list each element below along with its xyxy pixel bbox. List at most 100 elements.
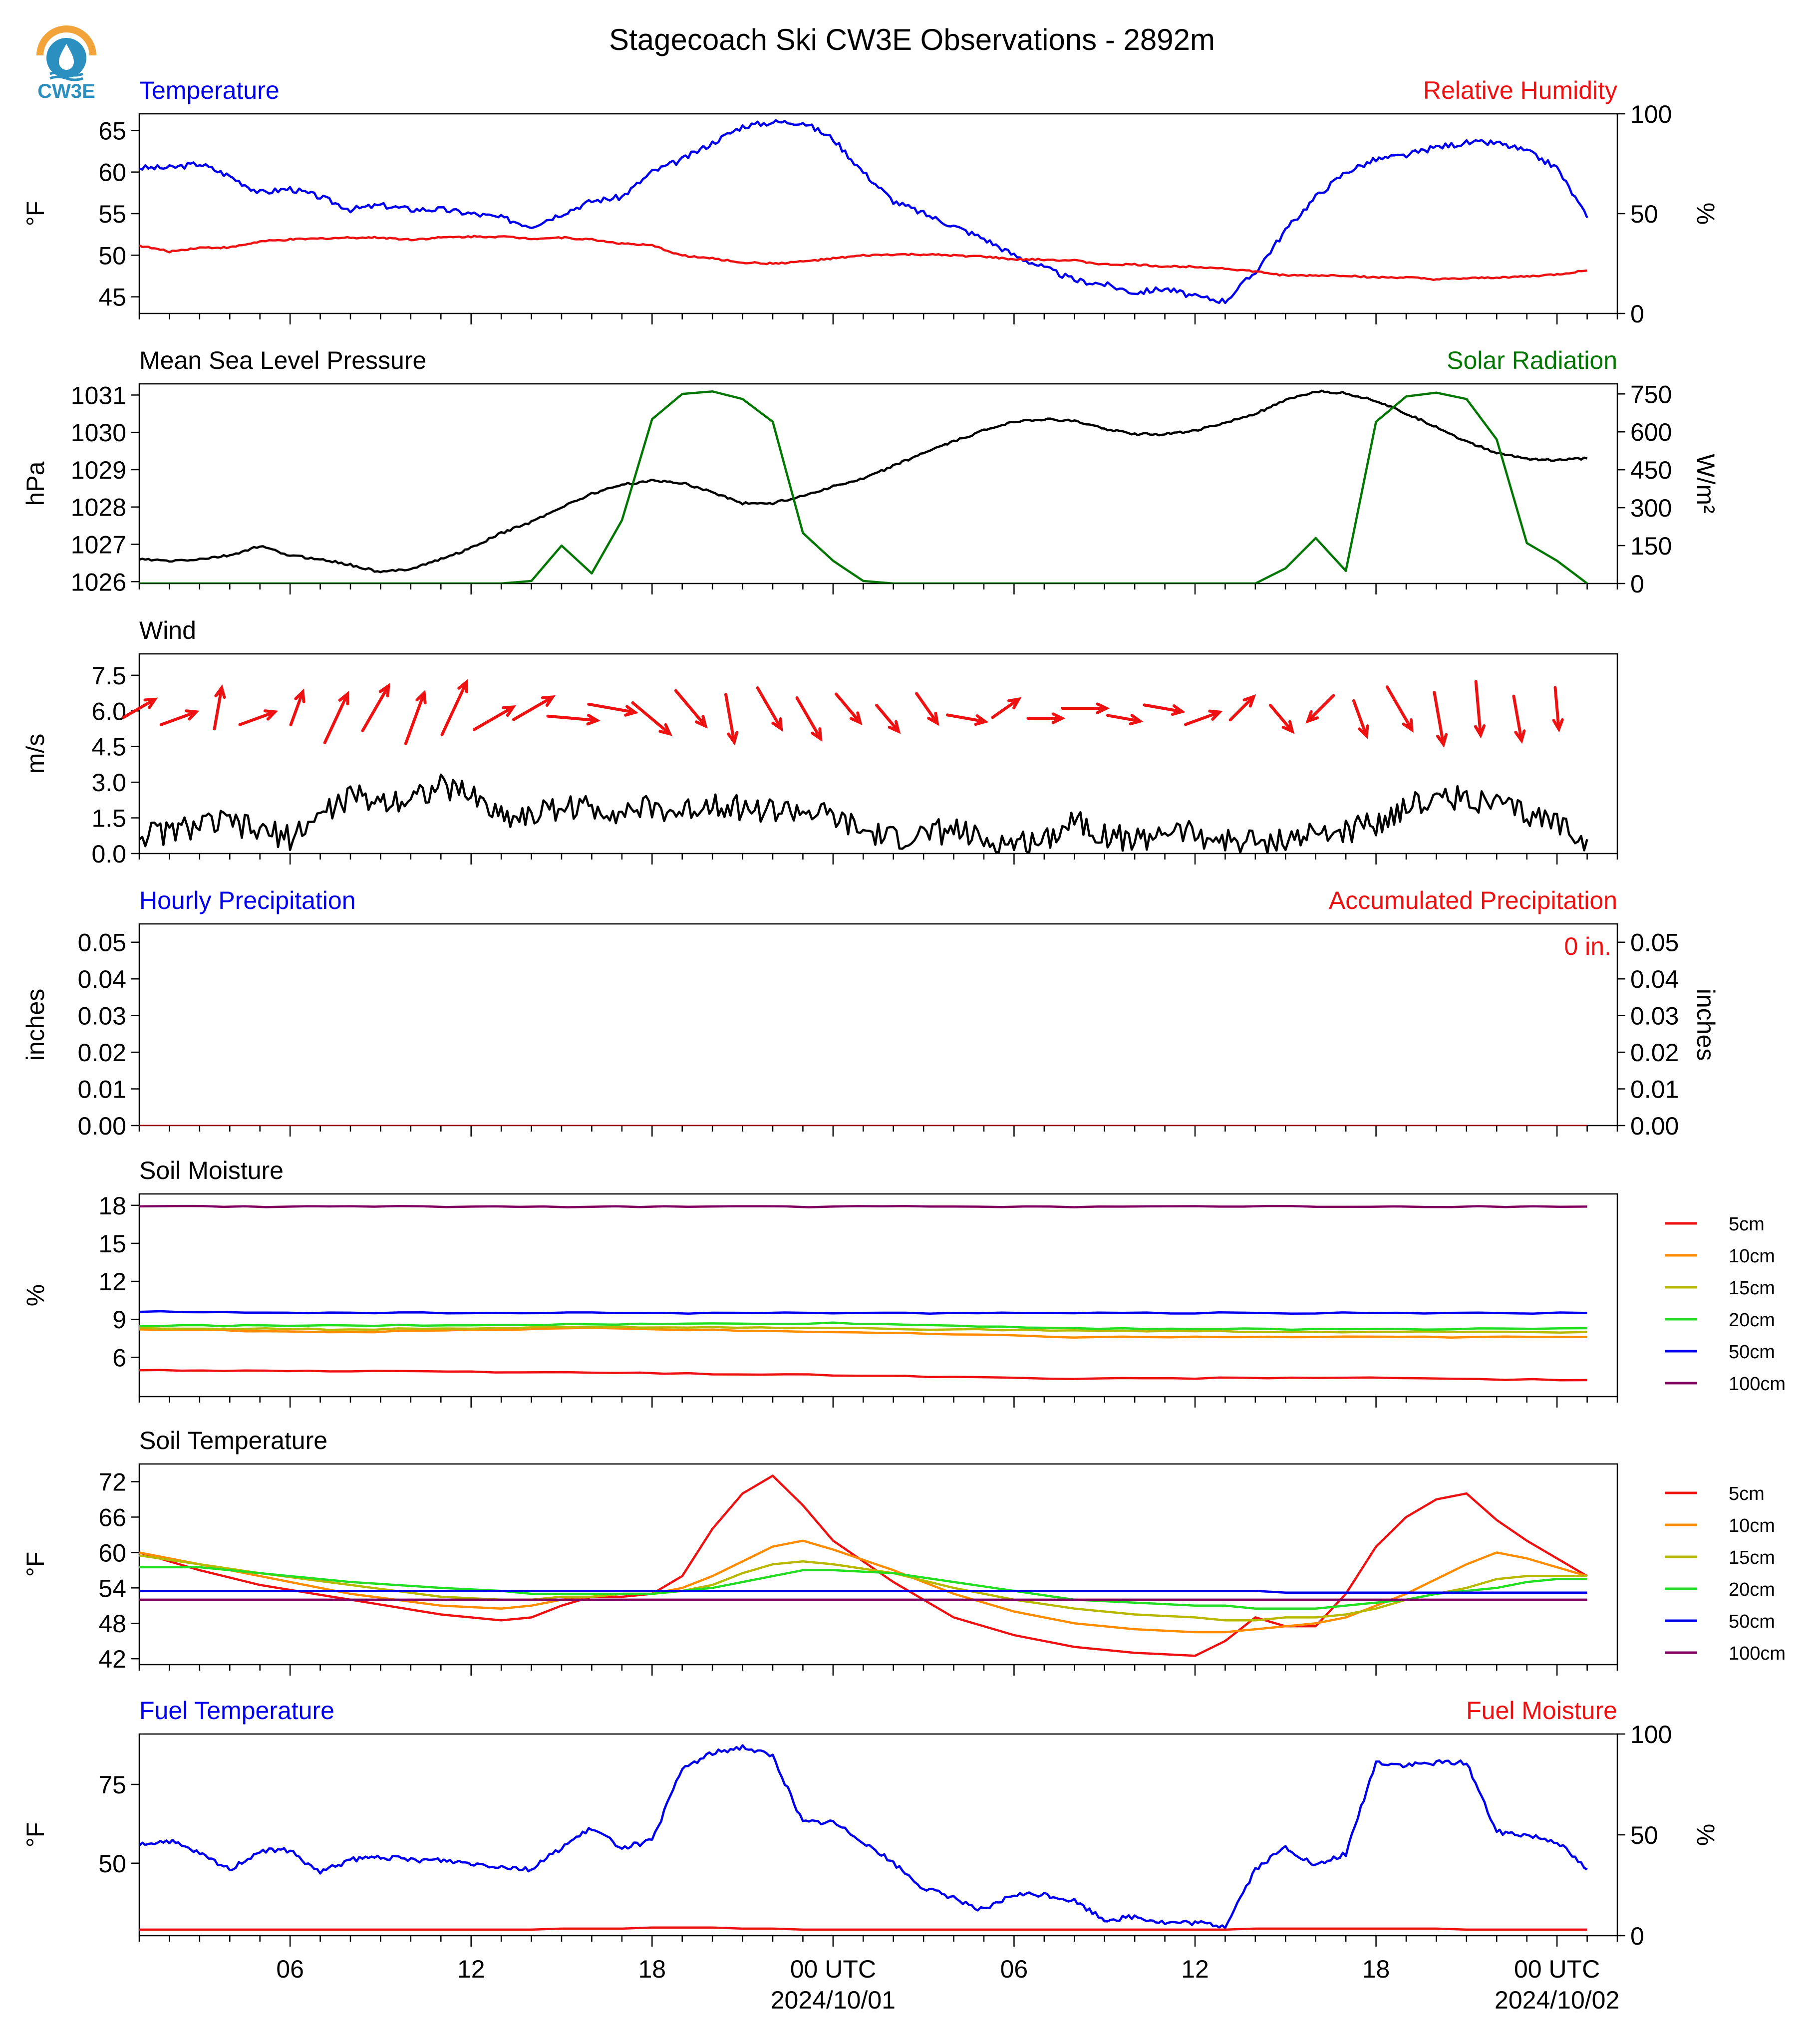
wind-arrow [756,686,783,732]
legend-label: 10cm [1729,1515,1775,1536]
wind-arrow [1061,702,1110,714]
series-group [139,1474,1588,1657]
y-tick-label: 1.5 [91,805,126,833]
x-date-label: 2024/10/01 [771,1986,896,2014]
wind-arrow [631,701,672,736]
series-line-relative-humidity [139,235,1587,282]
series-group [139,773,1588,854]
y-tick-label: 1031 [71,381,126,409]
y-axis-label: °F [21,201,49,227]
panel-title-right: Solar Radiation [1447,346,1617,374]
wind-arrow [674,689,708,729]
legend-label: 50cm [1729,1342,1775,1363]
series-line-50cm [139,1589,1587,1594]
y-tick-label: 50 [98,1850,126,1878]
series-line-50cm [139,1310,1587,1315]
legend-soil-temperature: 5cm 10cm 15cm 20cm 50cm 100cm [1665,1483,1786,1664]
y2-tick-label: 300 [1630,494,1672,522]
y2-tick-label: 0.02 [1630,1039,1679,1067]
figure-title: Stagecoach Ski CW3E Observations - 2892m [609,23,1215,56]
wind-arrow [915,692,939,726]
y2-tick-label: 0 [1630,1922,1644,1950]
accumulated-total-label: 0 in. [1564,932,1611,960]
legend-label: 10cm [1729,1246,1775,1267]
logo-text: CW3E [37,80,95,102]
y2-axis-label: W/m² [1692,454,1720,513]
wind-arrow [1228,694,1256,722]
series-line-wind-speed [139,773,1588,854]
wind-arrow [289,688,305,727]
wind-arrow [1474,680,1486,739]
y-tick-label: 1028 [71,494,126,522]
panel-title-left: Soil Moisture [139,1157,284,1184]
x-tick-label: 18 [638,1955,666,1983]
y-tick-label: 0.03 [78,1002,126,1030]
series-line-5cm [139,1369,1587,1382]
panel-title-right: Accumulated Precipitation [1329,886,1617,914]
legend-label: 100cm [1729,1374,1786,1395]
y-tick-label: 9 [112,1306,126,1334]
plot-frame [138,1463,1618,1666]
panel-fuel: Fuel Temperature Fuel Moisture 50 75 °F 0 50 10… [21,1697,1720,1950]
y-tick-label: 0.01 [78,1076,126,1104]
legend-label: 15cm [1729,1547,1775,1568]
wind-arrow [1352,699,1369,739]
cw3e-drop-logo-icon: CW3E [36,25,96,102]
legend-label: 50cm [1729,1611,1775,1632]
wind-arrow [213,684,226,731]
series-line-20cm [139,1321,1587,1331]
y-tick-label: 1026 [71,568,126,596]
series-line-solar-radiation [139,390,1588,583]
wind-arrow [795,696,823,742]
panel-title-right: Fuel Moisture [1466,1697,1617,1725]
y-tick-label: 3.0 [91,769,126,797]
y2-tick-label: 0.03 [1630,1002,1679,1030]
y-tick-label: 0.04 [78,965,126,993]
wind-arrow [512,695,556,721]
cw3e-logo: CW3E [29,18,104,103]
wind-arrow [159,709,200,726]
wind-arrow [404,689,427,745]
y-axis-label: inches [21,989,49,1061]
wind-arrow [1184,709,1223,726]
plot-frame [138,113,1618,314]
wind-arrow [1305,694,1335,724]
wind-arrow [1026,712,1066,724]
x-tick-label: 12 [457,1955,485,1983]
series-line-5cm [139,1474,1588,1657]
y-axis-label: hPa [21,461,49,506]
panel-soil-temperature: Soil Temperature 42 48 54 60 66 72 °F [21,1427,1618,1676]
y-axis-label: °F [21,1822,49,1848]
y-tick-label: 18 [98,1192,126,1220]
wind-arrow [875,703,901,734]
y-tick-label: 45 [98,284,126,311]
wind-arrow [1385,685,1414,733]
y-tick-label: 65 [98,117,126,145]
wind-arrow [361,683,390,732]
wind-arrow [323,690,349,744]
series-line-temperature [139,119,1588,304]
y2-axis-label: % [1692,1824,1720,1846]
wind-arrow [1106,714,1144,726]
x-tick-label: 06 [276,1955,304,1983]
panel-title-left: Hourly Precipitation [139,886,356,914]
series-line-20cm [139,1566,1587,1610]
series-line-fuel-temperature [139,1744,1588,1929]
y2-tick-label: 0 [1630,570,1644,598]
plot-frame [138,383,1618,584]
series-line-10cm [139,1539,1588,1634]
panel-temperature: Temperature Relative Humidity 45 50 55 60 65 °F… [21,76,1720,328]
y-tick-label: 75 [98,1771,126,1799]
panel-precipitation: Hourly Precipitation Accumulated Precipit… [21,886,1720,1140]
y-tick-label: 72 [98,1468,126,1496]
panel-title-left: Wind [139,616,196,644]
y2-tick-label: 50 [1630,200,1658,228]
y2-tick-label: 600 [1630,418,1672,446]
y-tick-label: 55 [98,200,126,228]
y-tick-label: 4.5 [91,733,126,761]
series-line-15cm [139,1325,1587,1334]
y2-tick-label: 100 [1630,1721,1672,1748]
y2-tick-label: 0 [1630,300,1644,328]
wind-arrow [1512,694,1526,744]
